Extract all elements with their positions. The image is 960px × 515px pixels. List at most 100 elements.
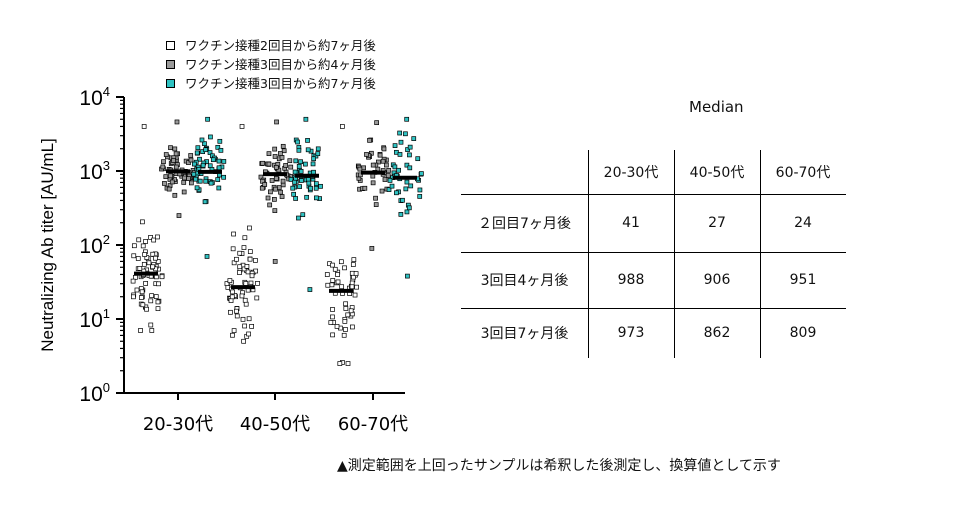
data-point	[217, 138, 223, 144]
data-point	[181, 189, 187, 195]
data-point	[345, 312, 351, 318]
data-point	[311, 156, 316, 162]
data-point	[144, 306, 149, 312]
data-point	[300, 212, 306, 218]
data-point	[242, 323, 248, 329]
chart-canvas: 100 101 102 103 104 Neutralizing Ab titer [AU…	[38, 84, 424, 435]
data-point	[281, 148, 287, 154]
data-point	[182, 175, 187, 181]
data-point	[246, 331, 251, 337]
data-point	[155, 306, 161, 312]
data-point	[364, 152, 369, 157]
data-point	[205, 116, 210, 122]
data-point	[297, 184, 302, 189]
data-point	[370, 180, 376, 186]
data-point	[392, 143, 398, 148]
data-point	[262, 182, 268, 187]
data-point	[415, 156, 421, 162]
data-point	[362, 185, 368, 191]
legend-label: ワクチン接種3回目から約4ヶ月後	[185, 57, 376, 72]
data-point	[146, 260, 152, 266]
data-point	[163, 152, 169, 157]
data-point	[329, 282, 335, 288]
data-point	[202, 141, 207, 147]
data-point	[305, 147, 311, 153]
y-tick-label: 102	[79, 232, 110, 258]
data-point	[215, 177, 221, 182]
data-point	[230, 332, 235, 338]
data-point	[216, 165, 222, 171]
data-point	[403, 131, 408, 137]
data-point	[162, 181, 167, 186]
data-point	[216, 158, 222, 164]
data-point	[163, 174, 169, 180]
data-point	[330, 262, 335, 268]
data-point	[267, 202, 273, 208]
data-point	[266, 161, 272, 167]
data-point	[349, 270, 355, 276]
data-point	[259, 185, 265, 191]
data-point	[188, 153, 194, 158]
data-point	[287, 158, 293, 164]
data-point	[310, 161, 316, 167]
data-point	[239, 293, 245, 299]
table-header-cell: 20-30代	[603, 165, 659, 181]
table-row-label: 3回目7ヶ月後	[480, 326, 569, 342]
table-cell: 951	[789, 272, 817, 288]
data-point	[149, 328, 155, 333]
data-point	[358, 172, 363, 178]
y-tick-label: 100	[79, 380, 110, 406]
data-point	[140, 219, 145, 225]
data-point	[272, 146, 278, 152]
data-point	[242, 235, 248, 241]
data-point	[130, 278, 136, 284]
data-point	[404, 209, 410, 215]
data-point	[168, 145, 173, 151]
data-point	[247, 249, 253, 254]
data-point	[298, 168, 304, 174]
data-point	[405, 147, 410, 152]
table-cell: 988	[617, 272, 645, 288]
data-point	[195, 145, 201, 151]
data-point	[419, 171, 424, 176]
data-point	[330, 278, 336, 283]
data-point	[159, 274, 165, 280]
data-point	[186, 160, 191, 165]
data-point	[342, 319, 348, 324]
data-point	[278, 189, 283, 195]
data-point	[293, 158, 299, 164]
y-tick-label: 104	[79, 84, 110, 110]
data-point	[392, 164, 398, 170]
data-point	[386, 187, 392, 192]
data-point	[343, 301, 348, 307]
data-point	[311, 169, 316, 175]
data-point	[231, 328, 237, 333]
data-point	[210, 157, 216, 163]
data-point	[296, 163, 302, 169]
data-point	[173, 164, 179, 170]
data-point	[398, 139, 404, 145]
data-point	[191, 171, 197, 177]
chart-legend: ワクチン接種2回目から約7ヶ月後 ワクチン接種3回目から約4ヶ月後 ワクチン接種…	[166, 36, 376, 93]
data-point	[278, 151, 283, 156]
data-point	[230, 289, 236, 295]
data-point	[341, 332, 347, 338]
data-point	[308, 185, 313, 191]
data-point	[197, 156, 202, 162]
data-point	[234, 313, 240, 319]
data-point	[242, 297, 248, 303]
data-point	[353, 271, 359, 276]
table-divider	[461, 308, 846, 309]
data-point	[243, 301, 249, 307]
data-point	[140, 243, 146, 249]
data-point	[221, 174, 227, 180]
data-point	[397, 152, 403, 157]
data-point	[234, 308, 239, 314]
data-point	[171, 158, 176, 163]
data-point	[397, 130, 403, 136]
table-row-label: 3回目4ヶ月後	[480, 273, 569, 289]
data-point	[315, 146, 321, 152]
data-point	[265, 195, 271, 201]
data-point	[148, 298, 154, 304]
data-point	[387, 178, 393, 183]
